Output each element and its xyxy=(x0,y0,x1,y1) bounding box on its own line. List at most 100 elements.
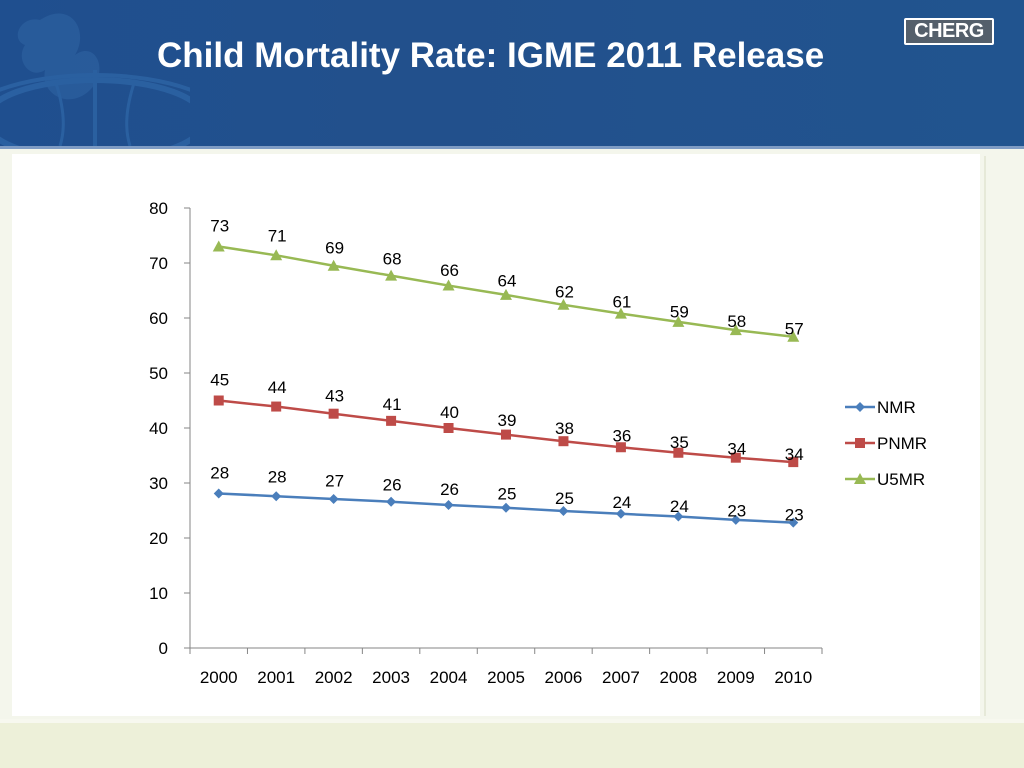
data-label-pnmr: 36 xyxy=(612,426,631,445)
legend-marker-nmr xyxy=(855,402,865,412)
data-point-u5mr xyxy=(442,279,455,291)
series-pnmr xyxy=(213,395,799,468)
data-label-pnmr: 38 xyxy=(555,419,574,438)
content-edge-line xyxy=(984,156,986,716)
data-point-nmr xyxy=(615,508,626,519)
y-tick-label: 10 xyxy=(149,584,168,603)
x-tick-label: 2004 xyxy=(430,668,468,687)
data-label-pnmr: 43 xyxy=(325,386,344,405)
legend-entry-u5mr: U5MR xyxy=(845,470,925,489)
legend-label-nmr: NMR xyxy=(877,398,916,417)
x-tick-label: 2006 xyxy=(545,668,583,687)
data-label-pnmr: 35 xyxy=(670,433,689,452)
data-point-pnmr xyxy=(271,401,282,412)
chart-panel xyxy=(12,154,980,716)
x-tick-label: 2001 xyxy=(257,668,295,687)
data-label-nmr: 25 xyxy=(555,489,574,508)
data-label-nmr: 27 xyxy=(325,472,344,491)
y-tick-label: 80 xyxy=(149,199,168,218)
data-label-nmr: 24 xyxy=(670,497,689,516)
data-label-nmr: 28 xyxy=(210,463,229,482)
data-label-u5mr: 61 xyxy=(612,293,631,312)
legend-label-u5mr: U5MR xyxy=(877,470,925,489)
legend-marker-pnmr xyxy=(855,438,865,448)
data-point-pnmr xyxy=(213,395,224,406)
y-tick-label: 50 xyxy=(149,364,168,383)
chart-series xyxy=(212,240,800,528)
y-tick-label: 60 xyxy=(149,309,168,328)
data-point-nmr xyxy=(788,517,799,528)
data-point-u5mr xyxy=(557,298,570,310)
data-label-pnmr: 34 xyxy=(727,439,746,458)
chart-data-labels: 28 28 27 26 26 25 25 24 24 23 23 45 44 43 41 40 39 38 36 35… xyxy=(210,217,803,525)
y-tick-label: 70 xyxy=(149,254,168,273)
data-point-nmr xyxy=(730,514,741,525)
data-point-u5mr xyxy=(500,288,512,300)
x-tick-label: 2008 xyxy=(659,668,697,687)
data-point-pnmr xyxy=(386,415,397,426)
data-point-u5mr xyxy=(327,259,340,271)
data-label-pnmr: 40 xyxy=(440,403,459,422)
data-label-pnmr: 41 xyxy=(383,395,402,414)
data-label-pnmr: 45 xyxy=(210,371,229,390)
data-label-nmr: 24 xyxy=(612,493,631,512)
x-tick-label: 2002 xyxy=(315,668,353,687)
data-point-pnmr xyxy=(558,436,569,447)
data-label-u5mr: 71 xyxy=(268,227,287,246)
data-label-pnmr: 39 xyxy=(498,411,517,430)
chart-axes: 0 10 20 30 40 50 60 70 80 2000 2001 2002 2003 2004 200… xyxy=(149,199,823,687)
x-tick-label: 2000 xyxy=(200,668,238,687)
data-point-pnmr xyxy=(328,408,339,419)
data-label-nmr: 26 xyxy=(440,480,459,499)
x-tick-label: 2003 xyxy=(372,668,410,687)
data-point-pnmr xyxy=(501,429,511,440)
series-u5mr xyxy=(212,240,800,342)
data-label-u5mr: 59 xyxy=(670,302,689,321)
data-point-nmr xyxy=(213,488,224,499)
data-point-nmr xyxy=(501,502,511,513)
y-tick-label: 40 xyxy=(149,419,168,438)
x-tick-label: 2007 xyxy=(602,668,640,687)
y-tick-label: 30 xyxy=(149,474,168,493)
slide-header: Child Mortality Rate: IGME 2011 Release … xyxy=(0,0,1024,146)
data-point-nmr xyxy=(271,491,282,502)
legend-entry-pnmr: PNMR xyxy=(845,434,927,453)
legend-marker-u5mr xyxy=(854,473,866,484)
data-point-nmr xyxy=(443,500,454,510)
data-label-u5mr: 69 xyxy=(325,238,344,257)
data-point-pnmr xyxy=(443,423,454,433)
header-divider xyxy=(0,146,1024,149)
x-tick-label: 2009 xyxy=(717,668,755,687)
data-label-u5mr: 58 xyxy=(727,312,746,331)
y-tick-label: 0 xyxy=(159,639,168,658)
data-point-pnmr xyxy=(788,457,799,468)
legend-label-pnmr: PNMR xyxy=(877,434,927,453)
data-point-nmr xyxy=(673,511,684,522)
data-point-u5mr xyxy=(614,307,627,319)
data-point-nmr xyxy=(328,493,339,504)
data-label-pnmr: 44 xyxy=(268,378,287,397)
data-label-u5mr: 64 xyxy=(498,271,517,290)
globe-emblem-icon xyxy=(0,13,190,146)
data-label-nmr: 23 xyxy=(727,502,746,521)
chart-legend: NMR PNMR U5MR xyxy=(845,398,927,489)
data-point-u5mr xyxy=(212,240,225,252)
data-label-u5mr: 66 xyxy=(440,261,459,280)
data-label-nmr: 25 xyxy=(498,484,517,503)
x-tick-label: 2005 xyxy=(487,668,525,687)
data-label-u5mr: 62 xyxy=(555,283,574,302)
data-label-nmr: 26 xyxy=(383,476,402,495)
cherg-logo: CHERG xyxy=(904,18,994,45)
slide-title: Child Mortality Rate: IGME 2011 Release xyxy=(157,36,825,75)
x-tick-label: 2010 xyxy=(774,668,812,687)
data-point-nmr xyxy=(558,506,569,517)
data-label-nmr: 28 xyxy=(268,468,287,487)
data-point-pnmr xyxy=(730,452,741,463)
footer-divider xyxy=(0,719,1024,723)
y-tick-label: 20 xyxy=(149,529,168,548)
data-label-pnmr: 34 xyxy=(785,445,804,464)
data-point-pnmr xyxy=(615,442,626,453)
data-point-u5mr xyxy=(729,324,742,336)
data-label-nmr: 23 xyxy=(785,506,804,525)
